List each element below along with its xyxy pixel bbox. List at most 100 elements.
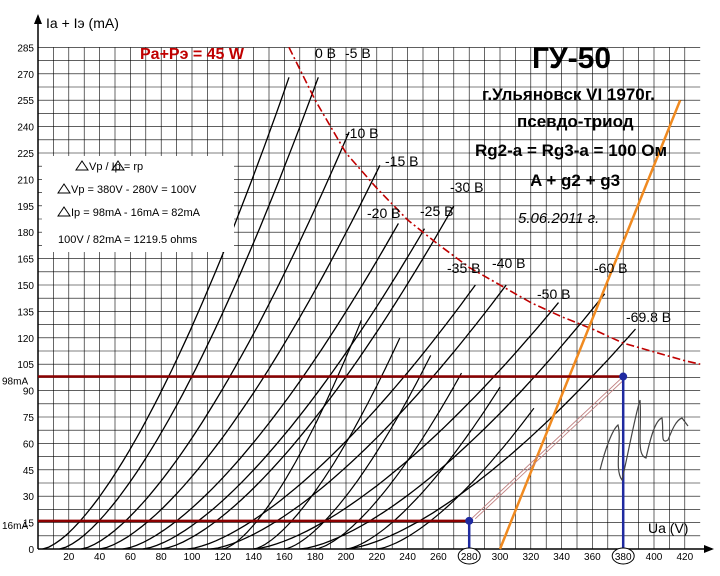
y-tick-label: 60 <box>23 439 35 450</box>
curve-label: 0 В <box>315 45 336 61</box>
y-tick-label: 120 <box>17 334 34 345</box>
curve-label: -30 В <box>450 179 483 195</box>
subtitle-line-1: г.Ульяновск VI 1970г. <box>482 85 655 104</box>
y-tick-label: 270 <box>17 70 34 81</box>
y-tick-label: 15 <box>23 519 35 530</box>
x-tick-label: 400 <box>646 552 663 563</box>
plate-curve <box>345 328 636 550</box>
x-axis-arrow-icon <box>704 545 714 553</box>
grid <box>38 47 701 549</box>
y-tick-label: 90 <box>23 387 35 398</box>
plate-curve <box>299 293 606 550</box>
delta-vp-note: Vp = 380V - 280V = 100V <box>71 184 197 196</box>
plate-curve <box>42 77 290 550</box>
plate-curve <box>161 205 455 550</box>
x-tick-label: 320 <box>522 552 539 563</box>
y-tick-label: 30 <box>23 492 35 503</box>
axes <box>34 14 714 553</box>
x-tick-label: 260 <box>430 552 447 563</box>
x-tick-label: 40 <box>94 552 106 563</box>
y-tick-label: 150 <box>17 281 34 292</box>
curve-label: -20 В <box>367 205 400 221</box>
y-tick-label: 165 <box>17 255 34 266</box>
curve-label: -69.8 В <box>626 309 671 325</box>
y-axis-label: Ia + Iэ (mA) <box>46 15 119 31</box>
subtitle-line-4: A + g2 + g3 <box>530 171 620 190</box>
voltage-marker-circle <box>457 547 481 565</box>
plate-curve <box>99 165 381 550</box>
subtitle-line-2: псевдо-триод <box>517 112 634 131</box>
y-tick-label: 0 <box>28 545 34 556</box>
x-tick-label: 360 <box>584 552 601 563</box>
y-tick-label: 210 <box>17 175 34 186</box>
plate-curve <box>122 223 399 550</box>
result-note: 100V / 82mA = 1219.5 ohms <box>58 234 198 246</box>
title: ГУ-50 <box>532 42 611 75</box>
curve-label: -10 В <box>345 125 378 141</box>
voltage-marker-label: 280 <box>461 552 478 563</box>
plate-curve <box>59 77 319 550</box>
y-tick-label: 195 <box>17 202 34 213</box>
x-tick-label: 100 <box>184 552 201 563</box>
load-lines <box>468 99 682 550</box>
x-tick-label: 120 <box>214 552 231 563</box>
operating-point <box>465 516 474 525</box>
voltage-marker-label: 380 <box>615 552 632 563</box>
y-tick-label: 135 <box>17 307 34 318</box>
x-tick-label: 240 <box>399 552 416 563</box>
x-axis-label: Ua (V) <box>648 520 688 536</box>
curve-label: -35 В <box>447 260 480 276</box>
curve-label: -40 В <box>492 255 525 271</box>
x-tick-label: 220 <box>368 552 385 563</box>
plate-curve-extra <box>284 355 432 550</box>
curve-label: -5 В <box>345 45 371 61</box>
reference-line <box>468 376 624 522</box>
delta-ip-note: Ip = 98mA - 16mA = 82mA <box>71 207 201 219</box>
x-tick-label: 340 <box>553 552 570 563</box>
y-tick-label: 180 <box>17 228 34 239</box>
y-tick-label: 240 <box>17 123 34 134</box>
voltage-marker-circle <box>611 547 635 565</box>
tick-labels: 20 40 60 80 100 120 140 160 180 200 220 240 260 280 30… <box>17 43 693 563</box>
load-line <box>498 99 682 550</box>
delta-icon <box>75 160 89 171</box>
operating-point-markers: 16mA 280 98mA 380 <box>2 372 635 565</box>
power-curve <box>288 47 701 365</box>
plate-curve <box>187 284 476 550</box>
y-tick-label: 255 <box>17 96 34 107</box>
curve-labels: 0 В -5 В -10 В -15 В -20 В -25 В -30 В -35 В -40… <box>315 45 671 325</box>
curve-label: -25 В <box>420 203 453 219</box>
operating-point <box>619 372 628 381</box>
plate-curves <box>42 77 636 550</box>
date-label: 5.06.2011 г. <box>518 210 599 227</box>
y-axis-arrow-icon <box>34 14 42 24</box>
formula-note: Vp / Ip = rp <box>89 161 143 173</box>
y-tick-label: 45 <box>23 466 35 477</box>
x-tick-label: 180 <box>307 552 324 563</box>
reference-line <box>474 380 624 520</box>
y-tick-label: 105 <box>17 360 34 371</box>
x-tick-label: 300 <box>492 552 509 563</box>
curve-label: -50 В <box>537 286 570 302</box>
x-tick-label: 200 <box>338 552 355 563</box>
x-tick-label: 420 <box>676 552 693 563</box>
signature <box>599 399 689 482</box>
plate-curve <box>210 284 507 550</box>
plate-curve <box>142 228 426 550</box>
current-marker-label: 16mA <box>2 521 28 532</box>
plate-curve-extra <box>376 407 535 550</box>
plate-curve-extra <box>253 337 401 550</box>
annotation-background <box>42 156 234 252</box>
power-label: Pa+Pэ = 45 W <box>140 46 245 63</box>
power-dissipation-curve <box>288 47 701 365</box>
subtitle-line-3: Rg2-a = Rg3-a = 100 Ом <box>475 141 667 160</box>
plate-curve-extra <box>222 319 362 550</box>
plate-curve-extra <box>345 386 501 550</box>
x-tick-label: 140 <box>245 552 262 563</box>
y-tick-label: 285 <box>17 43 34 54</box>
x-tick-label: 80 <box>156 552 168 563</box>
current-marker-label: 98mA <box>2 377 28 388</box>
plate-curve <box>253 302 560 550</box>
y-tick-label: 225 <box>17 149 34 160</box>
